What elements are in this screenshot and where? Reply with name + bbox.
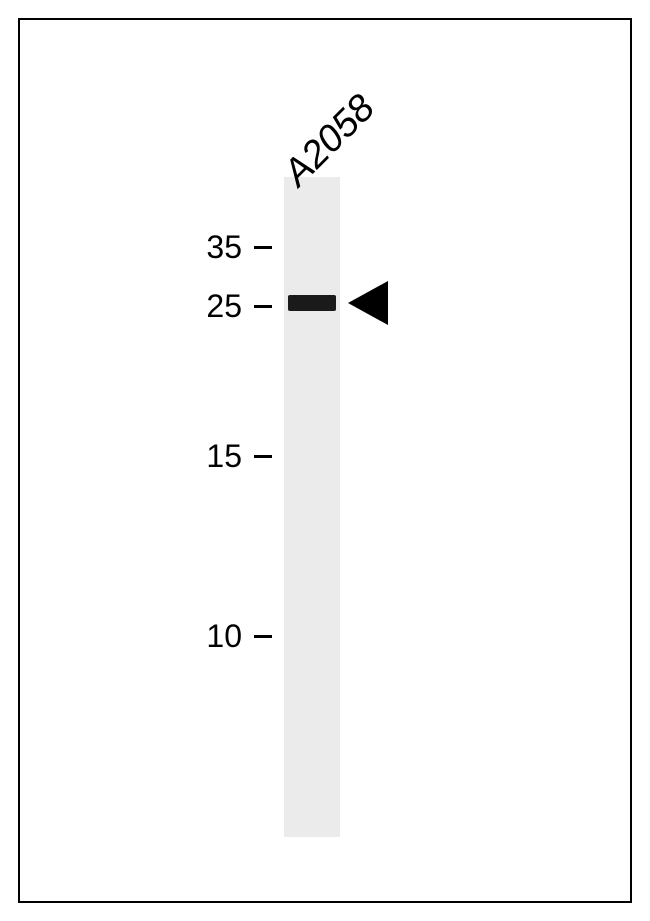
mw-label: 15 bbox=[182, 438, 242, 475]
mw-tick bbox=[254, 246, 272, 249]
blot-band bbox=[288, 295, 336, 311]
band-arrow-icon bbox=[348, 281, 388, 325]
blot-lane bbox=[284, 177, 340, 837]
mw-label: 35 bbox=[182, 229, 242, 266]
mw-tick bbox=[254, 635, 272, 638]
mw-tick bbox=[254, 305, 272, 308]
figure-frame: A2058 35251510 bbox=[18, 18, 632, 903]
mw-label: 25 bbox=[182, 288, 242, 325]
mw-label: 10 bbox=[182, 618, 242, 655]
mw-tick bbox=[254, 455, 272, 458]
